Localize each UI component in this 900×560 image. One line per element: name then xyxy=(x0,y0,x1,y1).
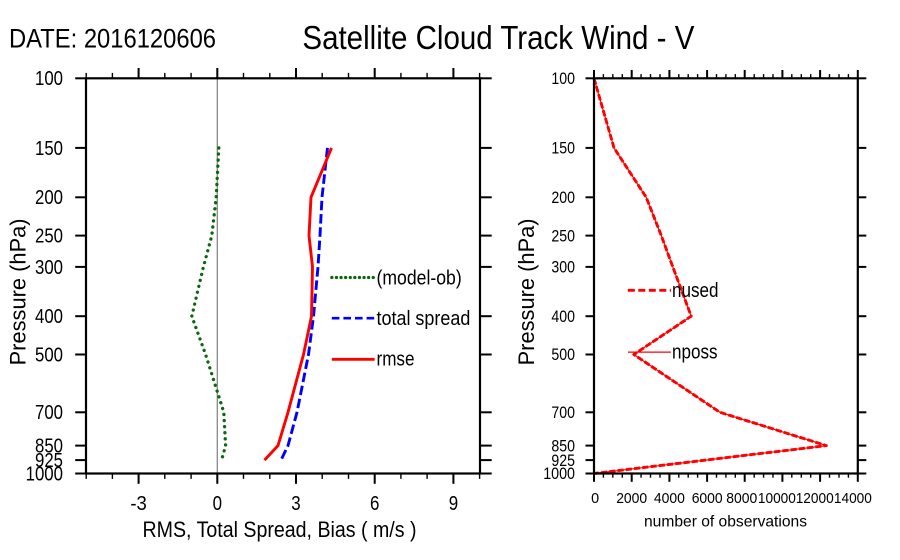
svg-text:400: 400 xyxy=(35,306,63,328)
svg-text:150: 150 xyxy=(35,138,63,160)
svg-text:number of observations: number of observations xyxy=(644,514,807,531)
svg-text:12000: 12000 xyxy=(796,490,834,507)
svg-text:850: 850 xyxy=(35,436,63,458)
svg-text:total spread: total spread xyxy=(377,308,471,330)
svg-text:14000: 14000 xyxy=(834,490,872,507)
svg-text:700: 700 xyxy=(551,404,575,422)
svg-text:Satellite Cloud Track Wind - V: Satellite Cloud Track Wind - V xyxy=(302,19,694,56)
svg-text:200: 200 xyxy=(551,189,575,207)
svg-text:700: 700 xyxy=(35,402,63,424)
svg-text:500: 500 xyxy=(551,346,575,364)
svg-text:nposs: nposs xyxy=(672,342,718,364)
svg-text:300: 300 xyxy=(551,259,575,277)
svg-text:100: 100 xyxy=(35,68,63,90)
svg-text:6000: 6000 xyxy=(692,490,723,507)
svg-text:150: 150 xyxy=(551,140,575,158)
svg-text:1000: 1000 xyxy=(543,465,575,483)
svg-text:10000: 10000 xyxy=(758,490,796,507)
svg-text:2000: 2000 xyxy=(616,490,647,507)
svg-text:0: 0 xyxy=(213,493,222,515)
svg-text:RMS, Total Spread, Bias ( m/s: RMS, Total Spread, Bias ( m/s ) xyxy=(143,517,417,542)
svg-text:8000: 8000 xyxy=(726,490,757,507)
svg-text:250: 250 xyxy=(551,227,575,245)
svg-text:-3: -3 xyxy=(130,493,147,515)
svg-text:4000: 4000 xyxy=(654,490,685,507)
svg-text:100: 100 xyxy=(551,70,575,88)
svg-text:3: 3 xyxy=(291,493,300,515)
svg-text:0: 0 xyxy=(591,490,599,507)
svg-text:nused: nused xyxy=(672,280,719,302)
svg-text:DATE: 2016120606: DATE: 2016120606 xyxy=(9,24,216,54)
svg-text:925: 925 xyxy=(35,450,63,472)
svg-text:rmse: rmse xyxy=(377,348,415,370)
svg-text:(model-ob): (model-ob) xyxy=(377,268,462,290)
svg-text:200: 200 xyxy=(35,187,63,209)
svg-text:850: 850 xyxy=(551,437,575,455)
svg-text:925: 925 xyxy=(551,452,575,470)
svg-text:Pressure (hPa): Pressure (hPa) xyxy=(514,218,539,365)
svg-text:9: 9 xyxy=(449,493,458,515)
svg-text:500: 500 xyxy=(35,344,63,366)
svg-text:250: 250 xyxy=(35,226,63,248)
svg-text:Pressure (hPa): Pressure (hPa) xyxy=(6,218,31,365)
svg-text:400: 400 xyxy=(551,308,575,326)
svg-text:1000: 1000 xyxy=(26,463,63,485)
svg-text:6: 6 xyxy=(370,493,379,515)
svg-text:300: 300 xyxy=(35,257,63,279)
